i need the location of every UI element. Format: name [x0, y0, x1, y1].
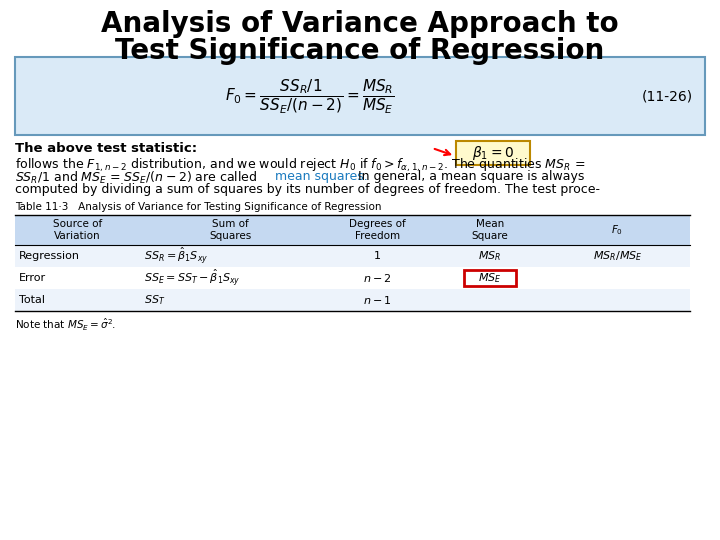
Text: Total: Total	[19, 295, 45, 305]
Text: Table 11·3   Analysis of Variance for Testing Significance of Regression: Table 11·3 Analysis of Variance for Test…	[15, 202, 382, 212]
Bar	[15, 289, 690, 311]
Text: Sum of
Squares: Sum of Squares	[209, 219, 251, 241]
Text: $\beta_1 = 0$: $\beta_1 = 0$	[472, 144, 514, 162]
Bar	[15, 267, 690, 289]
Text: The above test statistic:: The above test statistic:	[15, 142, 197, 155]
Text: $F_0 = \dfrac{SS_R/1}{SS_E/(n-2)} = \dfrac{MS_R}{MS_E}$: $F_0 = \dfrac{SS_R/1}{SS_E/(n-2)} = \dfr…	[225, 77, 395, 115]
Text: Regression: Regression	[19, 251, 80, 261]
Text: (11-26): (11-26)	[642, 89, 693, 103]
Text: computed by dividing a sum of squares by its number of degrees of freedom. The t: computed by dividing a sum of squares by…	[15, 183, 600, 196]
Text: $SS_R$/1 and $MS_E$ = $SS_E$/($n-2$) are called: $SS_R$/1 and $MS_E$ = $SS_E$/($n-2$) are…	[15, 170, 258, 186]
Text: $SS_T$: $SS_T$	[144, 293, 166, 307]
Text: 1: 1	[374, 251, 381, 261]
Bar	[15, 215, 690, 245]
Text: Degrees of
Freedom: Degrees of Freedom	[349, 219, 406, 241]
Bar	[15, 245, 690, 267]
Text: $MS_R$: $MS_R$	[478, 249, 502, 263]
Text: follows the $F_{1,n-2}$ distribution, and we would reject $H_0$ if $f_0 > f_{\al: follows the $F_{1,n-2}$ distribution, an…	[15, 157, 585, 174]
Text: $MS_R/MS_E$: $MS_R/MS_E$	[593, 249, 642, 263]
Text: In general, a mean square is always: In general, a mean square is always	[354, 170, 585, 183]
Text: $MS_E$: $MS_E$	[478, 271, 502, 285]
Text: Note that $MS_E = \hat{\sigma}^2$.: Note that $MS_E = \hat{\sigma}^2$.	[15, 317, 116, 333]
Text: Error: Error	[19, 273, 46, 283]
Text: $n-2$: $n-2$	[363, 272, 392, 284]
Text: Test Significance of Regression: Test Significance of Regression	[115, 37, 605, 65]
Text: mean squares.: mean squares.	[275, 170, 368, 183]
Text: $SS_R = \hat{\beta}_1 S_{xy}$: $SS_R = \hat{\beta}_1 S_{xy}$	[144, 246, 208, 266]
Text: Mean
Square: Mean Square	[472, 219, 508, 241]
Text: Analysis of Variance Approach to: Analysis of Variance Approach to	[102, 10, 618, 38]
Bar	[464, 270, 516, 286]
FancyBboxPatch shape	[15, 57, 705, 135]
FancyBboxPatch shape	[456, 141, 530, 165]
Text: Source of
Variation: Source of Variation	[53, 219, 102, 241]
Text: $n-1$: $n-1$	[363, 294, 392, 306]
Text: $F_0$: $F_0$	[611, 223, 624, 237]
FancyArrowPatch shape	[435, 149, 450, 155]
Text: $SS_E = SS_T - \hat{\beta}_1 S_{xy}$: $SS_E = SS_T - \hat{\beta}_1 S_{xy}$	[144, 268, 240, 288]
